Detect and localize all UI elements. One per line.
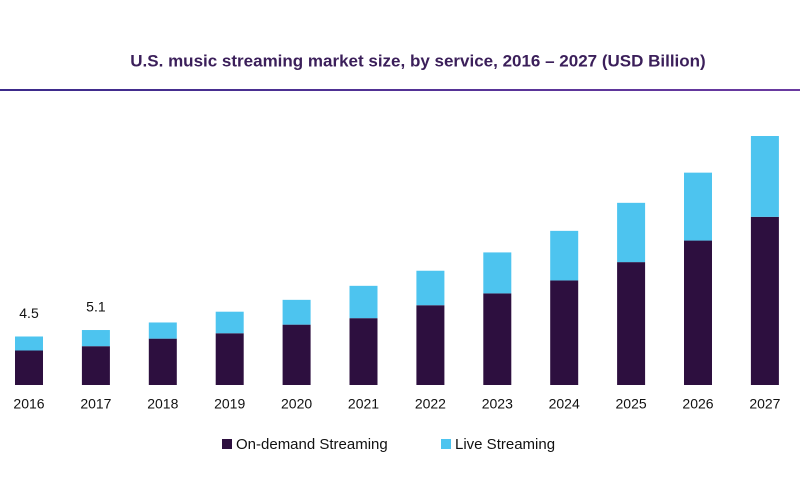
x-tick-label: 2026: [682, 396, 713, 412]
bar-segment: [416, 305, 445, 385]
bar-segment: [15, 336, 43, 351]
bar-segment: [349, 318, 378, 385]
x-tick-label: 2017: [80, 396, 111, 412]
bar-segment: [282, 299, 311, 325]
bar-segment: [684, 172, 712, 241]
bar-segment: [148, 322, 177, 339]
bar-segment: [550, 280, 579, 385]
bar-segment: [148, 338, 177, 385]
value-label: 4.5: [19, 305, 39, 321]
x-tick-label: 2020: [281, 396, 312, 412]
bar-segment: [282, 324, 311, 385]
bar-segment: [81, 346, 110, 385]
x-tick-label: 2016: [13, 396, 44, 412]
legend-label: On-demand Streaming: [236, 436, 388, 453]
value-label: 5.1: [86, 299, 106, 315]
bar-segment: [215, 311, 244, 334]
legend-swatch: [222, 439, 232, 449]
bar-segment: [617, 202, 646, 263]
bar-segment: [81, 330, 110, 347]
legend-label: Live Streaming: [455, 436, 555, 453]
x-tick-label: 2024: [549, 396, 580, 412]
chart-title: U.S. music streaming market size, by ser…: [130, 51, 705, 70]
bar-segment: [349, 285, 378, 319]
bar-segment: [617, 262, 646, 385]
x-tick-label: 2027: [749, 396, 780, 412]
bar-segment: [750, 216, 779, 385]
x-tick-label: 2018: [147, 396, 178, 412]
x-tick-label: 2025: [616, 396, 647, 412]
bar-segment: [15, 350, 43, 385]
x-tick-label: 2019: [214, 396, 245, 412]
bar-segment: [483, 252, 512, 294]
bar-segment: [215, 333, 244, 385]
bar-segment: [416, 270, 445, 306]
x-tick-label: 2022: [415, 396, 446, 412]
bar-segment: [750, 136, 779, 217]
x-tick-label: 2021: [348, 396, 379, 412]
bar-segment: [483, 293, 512, 385]
legend-swatch: [441, 439, 451, 449]
title-rule: [0, 89, 800, 91]
bar-segment: [684, 240, 712, 385]
x-tick-label: 2023: [482, 396, 513, 412]
bar-segment: [550, 230, 579, 281]
